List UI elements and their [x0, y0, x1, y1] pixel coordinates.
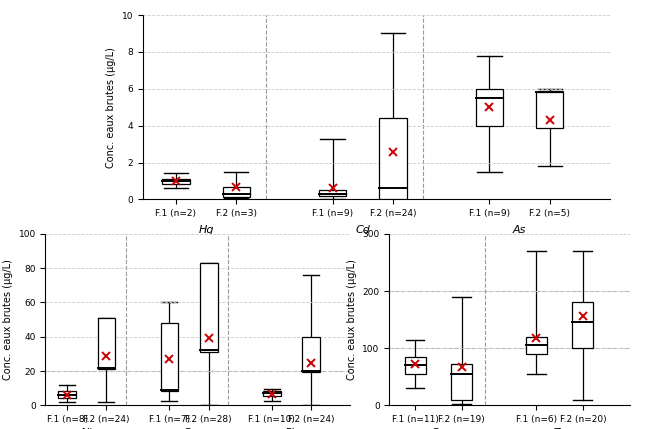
Bar [302, 337, 320, 372]
Text: Cr: Cr [183, 428, 195, 429]
Bar [160, 323, 178, 391]
Text: Zn: Zn [552, 428, 567, 429]
Bar [319, 190, 347, 196]
Bar [526, 337, 546, 354]
Text: Cu: Cu [431, 428, 446, 429]
Text: As: As [513, 225, 526, 236]
Bar [476, 89, 503, 126]
Bar [58, 391, 76, 398]
Text: Ni: Ni [81, 428, 93, 429]
Y-axis label: Conc. eaux brutes (μg/L): Conc. eaux brutes (μg/L) [106, 47, 116, 168]
Bar [380, 118, 406, 199]
Bar [536, 91, 563, 127]
Bar [451, 364, 472, 400]
Bar [404, 357, 426, 374]
Y-axis label: Conc. eaux brutes (μg/L): Conc. eaux brutes (μg/L) [347, 259, 357, 380]
Text: Cd: Cd [356, 225, 371, 236]
Y-axis label: Conc. eaux brutes (μg/L): Conc. eaux brutes (μg/L) [3, 259, 13, 380]
Bar [572, 302, 593, 348]
Text: Pb: Pb [284, 428, 299, 429]
Bar [223, 187, 250, 197]
Bar [97, 318, 116, 369]
Bar [200, 263, 217, 352]
Bar [263, 391, 280, 396]
Bar [162, 179, 190, 184]
Text: Hg: Hg [199, 225, 214, 236]
